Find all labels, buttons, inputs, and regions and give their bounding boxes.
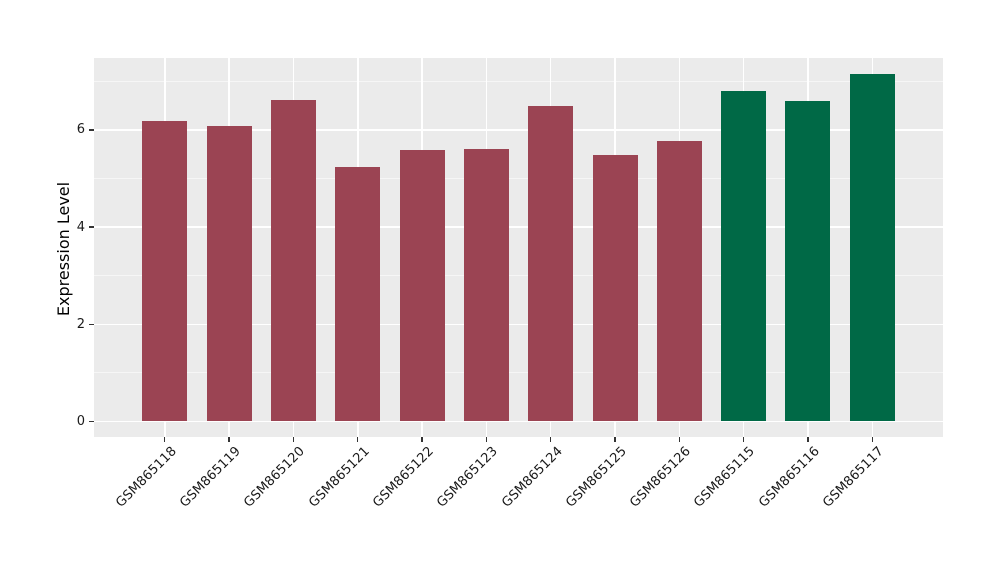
bar-GSM865121: [335, 166, 381, 422]
x-tick-label: GSM865120: [241, 444, 308, 511]
y-tick-mark: [89, 323, 94, 325]
x-tick-mark: [228, 437, 230, 442]
x-tick-mark: [550, 437, 552, 442]
gridline-minor-y: [94, 275, 943, 277]
gridline-minor-y: [94, 372, 943, 374]
bar-GSM865116: [785, 100, 831, 422]
x-tick-label: GSM865126: [627, 444, 694, 511]
y-tick-mark: [89, 420, 94, 423]
y-tick-label: 0: [76, 414, 85, 429]
bar-GSM865126: [656, 141, 702, 422]
x-tick-mark: [871, 437, 873, 442]
x-tick-label: GSM865123: [434, 444, 501, 511]
x-tick-mark: [678, 437, 680, 442]
y-tick-mark: [89, 226, 94, 228]
x-tick-mark: [614, 437, 616, 442]
x-tick-label: GSM865119: [177, 444, 244, 511]
y-tick-label: 6: [76, 122, 85, 138]
bar-GSM865125: [592, 155, 638, 422]
y-tick-label: 2: [76, 316, 85, 332]
gridline-minor-y: [94, 80, 943, 82]
x-tick-mark: [292, 437, 294, 442]
x-tick-label: GSM865122: [370, 444, 437, 511]
bar-GSM865118: [142, 121, 188, 422]
x-tick-label: GSM865117: [820, 444, 887, 511]
x-tick-label: GSM865125: [563, 444, 630, 511]
x-tick-mark: [485, 437, 487, 442]
gridline-minor-y: [94, 178, 943, 179]
x-tick-label: GSM865115: [691, 444, 759, 511]
x-tick-mark: [807, 437, 809, 442]
x-tick-mark: [743, 437, 745, 442]
gridline-major-y: [94, 420, 943, 423]
x-tick-label: GSM865116: [755, 444, 823, 511]
x-tick-mark: [357, 437, 359, 442]
x-tick-mark: [164, 437, 166, 442]
y-tick-mark: [89, 129, 94, 131]
gridline-major-y: [94, 129, 943, 131]
bar-GSM865123: [463, 148, 509, 422]
x-tick-label: GSM865118: [112, 444, 180, 511]
bar-GSM865122: [399, 149, 445, 422]
y-tick-label: 4: [76, 219, 85, 235]
bar-GSM865117: [849, 73, 895, 422]
x-tick-label: GSM865124: [498, 444, 566, 511]
plot-panel: [94, 58, 943, 437]
x-tick-mark: [421, 437, 423, 442]
bar-GSM865124: [528, 105, 574, 422]
bar-GSM865115: [721, 91, 767, 422]
bar-GSM865120: [270, 99, 316, 422]
gridline-major-y: [94, 226, 943, 228]
gridline-major-y: [94, 323, 943, 325]
bar-GSM865119: [206, 126, 252, 422]
x-tick-label: GSM865121: [305, 444, 373, 511]
